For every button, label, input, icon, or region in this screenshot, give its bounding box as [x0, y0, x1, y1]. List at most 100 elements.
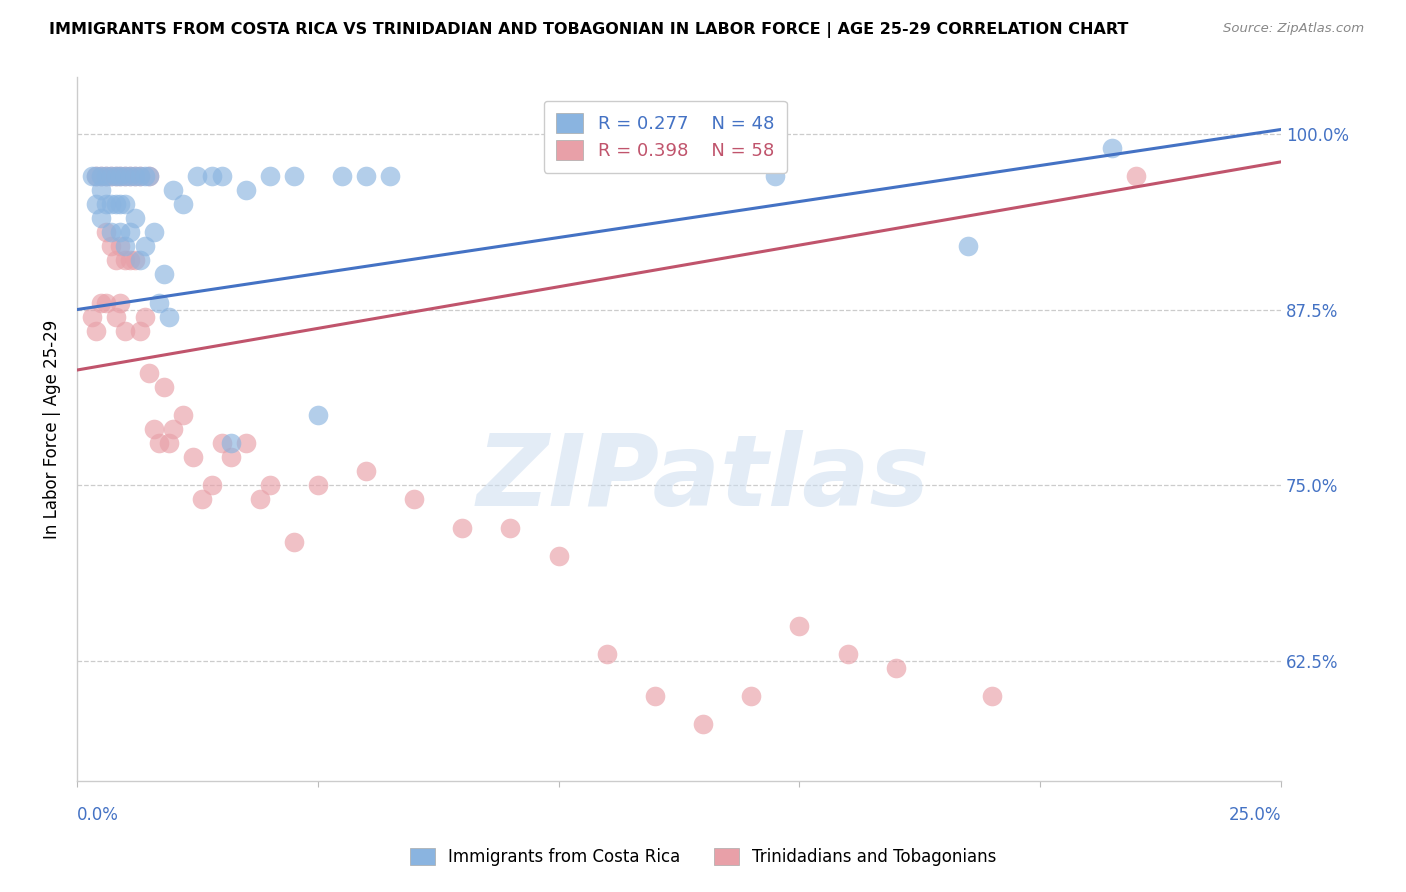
Point	[138, 366, 160, 380]
Point	[94, 169, 117, 183]
Point	[249, 492, 271, 507]
Point	[644, 690, 666, 704]
Point	[100, 169, 122, 183]
Point	[128, 169, 150, 183]
Point	[692, 717, 714, 731]
Point	[86, 324, 108, 338]
Point	[86, 169, 108, 183]
Point	[378, 169, 401, 183]
Point	[201, 169, 224, 183]
Point	[110, 197, 132, 211]
Point	[884, 661, 907, 675]
Point	[138, 169, 160, 183]
Point	[596, 647, 619, 661]
Point	[114, 197, 136, 211]
Point	[259, 169, 281, 183]
Point	[114, 253, 136, 268]
Point	[80, 310, 103, 324]
Point	[90, 169, 112, 183]
Point	[120, 169, 142, 183]
Point	[100, 197, 122, 211]
Point	[981, 690, 1004, 704]
Point	[148, 436, 170, 450]
Point	[354, 464, 377, 478]
Point	[120, 225, 142, 239]
Point	[330, 169, 353, 183]
Point	[86, 169, 108, 183]
Point	[90, 295, 112, 310]
Point	[124, 169, 146, 183]
Legend: Immigrants from Costa Rica, Trinidadians and Tobagonians: Immigrants from Costa Rica, Trinidadians…	[404, 841, 1002, 873]
Point	[763, 169, 786, 183]
Point	[114, 239, 136, 253]
Point	[104, 197, 127, 211]
Point	[404, 492, 426, 507]
Point	[451, 520, 474, 534]
Text: 0.0%: 0.0%	[77, 806, 120, 824]
Text: IMMIGRANTS FROM COSTA RICA VS TRINIDADIAN AND TOBAGONIAN IN LABOR FORCE | AGE 25: IMMIGRANTS FROM COSTA RICA VS TRINIDADIA…	[49, 22, 1129, 38]
Point	[148, 295, 170, 310]
Point	[114, 169, 136, 183]
Point	[114, 324, 136, 338]
Point	[259, 478, 281, 492]
Point	[128, 169, 150, 183]
Point	[138, 169, 160, 183]
Point	[219, 450, 242, 465]
Point	[143, 225, 166, 239]
Point	[134, 169, 156, 183]
Point	[181, 450, 204, 465]
Point	[110, 295, 132, 310]
Point	[307, 408, 329, 422]
Point	[100, 169, 122, 183]
Point	[307, 478, 329, 492]
Point	[956, 239, 979, 253]
Point	[219, 436, 242, 450]
Point	[152, 380, 174, 394]
Point	[162, 183, 184, 197]
Point	[90, 169, 112, 183]
Point	[104, 169, 127, 183]
Text: ZIPatlas: ZIPatlas	[477, 430, 929, 527]
Point	[124, 211, 146, 226]
Point	[90, 183, 112, 197]
Point	[128, 253, 150, 268]
Point	[152, 268, 174, 282]
Point	[157, 436, 180, 450]
Point	[86, 197, 108, 211]
Point	[104, 253, 127, 268]
Point	[128, 324, 150, 338]
Point	[186, 169, 208, 183]
Point	[201, 478, 224, 492]
Point	[124, 253, 146, 268]
Point	[235, 183, 257, 197]
Point	[100, 239, 122, 253]
Point	[94, 295, 117, 310]
Point	[110, 239, 132, 253]
Point	[157, 310, 180, 324]
Point	[1101, 141, 1123, 155]
Point	[283, 534, 305, 549]
Point	[124, 169, 146, 183]
Point	[162, 422, 184, 436]
Point	[283, 169, 305, 183]
Legend: R = 0.277    N = 48, R = 0.398    N = 58: R = 0.277 N = 48, R = 0.398 N = 58	[544, 101, 787, 173]
Point	[191, 492, 214, 507]
Point	[740, 690, 762, 704]
Point	[235, 436, 257, 450]
Point	[110, 169, 132, 183]
Point	[94, 197, 117, 211]
Point	[211, 169, 233, 183]
Point	[789, 619, 811, 633]
Point	[211, 436, 233, 450]
Point	[100, 225, 122, 239]
Point	[1125, 169, 1147, 183]
Y-axis label: In Labor Force | Age 25-29: In Labor Force | Age 25-29	[44, 319, 60, 539]
Point	[94, 225, 117, 239]
Point	[172, 197, 194, 211]
Point	[104, 310, 127, 324]
Point	[547, 549, 569, 563]
Point	[90, 211, 112, 226]
Point	[114, 169, 136, 183]
Point	[143, 422, 166, 436]
Point	[110, 225, 132, 239]
